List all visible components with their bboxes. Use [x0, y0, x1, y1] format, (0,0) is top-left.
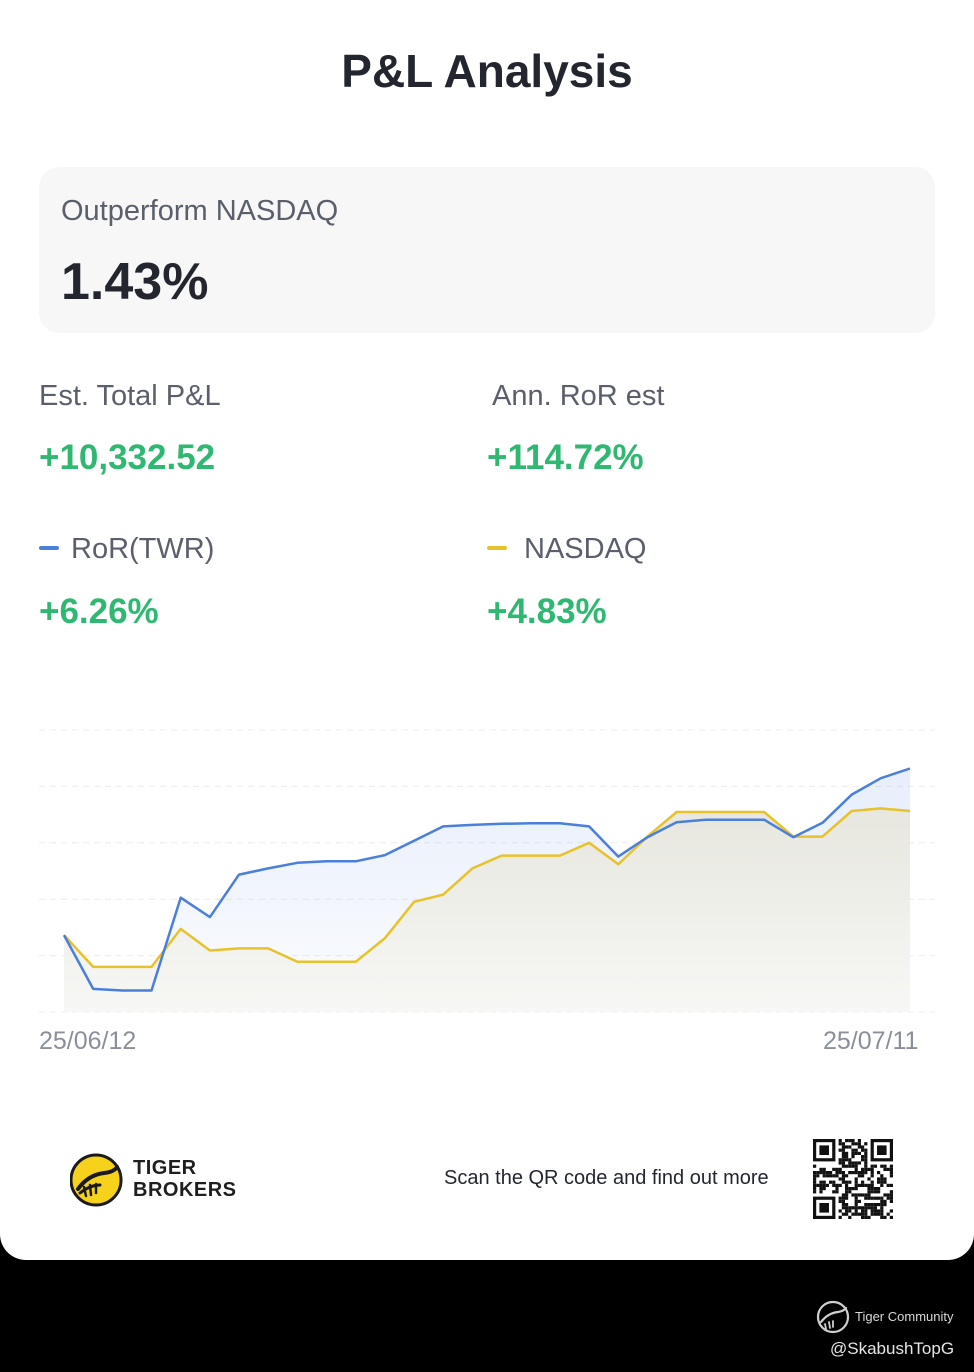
- performance-chart: [39, 729, 935, 1013]
- ror-line: [62, 767, 911, 992]
- ror-value: +6.26%: [39, 592, 159, 631]
- nasdaq-area: [64, 808, 910, 1012]
- outperform-value: 1.43%: [61, 253, 209, 311]
- nasdaq-legend-swatch: [487, 546, 507, 550]
- brand-line-1: TIGER: [133, 1157, 197, 1179]
- tiger-logo-icon: [70, 1153, 123, 1207]
- x-axis-start-label: 25/06/12: [39, 1027, 137, 1055]
- tiger-community-icon: [816, 1300, 850, 1334]
- ann-ror-label: Ann. RoR est: [492, 380, 665, 412]
- watermark-handle: @SkabushTopG: [830, 1339, 955, 1358]
- x-axis-end-label: 25/07/11: [823, 1027, 919, 1055]
- page-title: P&L Analysis: [341, 45, 633, 97]
- nasdaq-legend-label: NASDAQ: [524, 533, 647, 565]
- ror-legend-label: RoR(TWR): [71, 533, 215, 565]
- pl-analysis-card: P&L Analysis Outperform NASDAQ 1.43% Est…: [0, 0, 974, 1260]
- outperform-label: Outperform NASDAQ: [61, 195, 339, 227]
- scan-qr-text: Scan the QR code and find out more: [444, 1167, 769, 1189]
- brand-name: TIGER BROKERS: [133, 1157, 237, 1201]
- qr-code-icon[interactable]: [813, 1139, 893, 1219]
- ann-ror-value: +114.72%: [487, 438, 644, 477]
- nasdaq-value: +4.83%: [487, 592, 607, 631]
- brand-line-2: BROKERS: [133, 1179, 237, 1201]
- total-pl-label: Est. Total P&L: [39, 380, 221, 412]
- total-pl-value: +10,332.52: [39, 438, 216, 477]
- outperform-panel: Outperform NASDAQ 1.43%: [39, 167, 935, 333]
- nasdaq-line: [63, 807, 911, 969]
- watermark-community: Tiger Community: [855, 1309, 954, 1324]
- ror-legend-swatch: [39, 546, 59, 550]
